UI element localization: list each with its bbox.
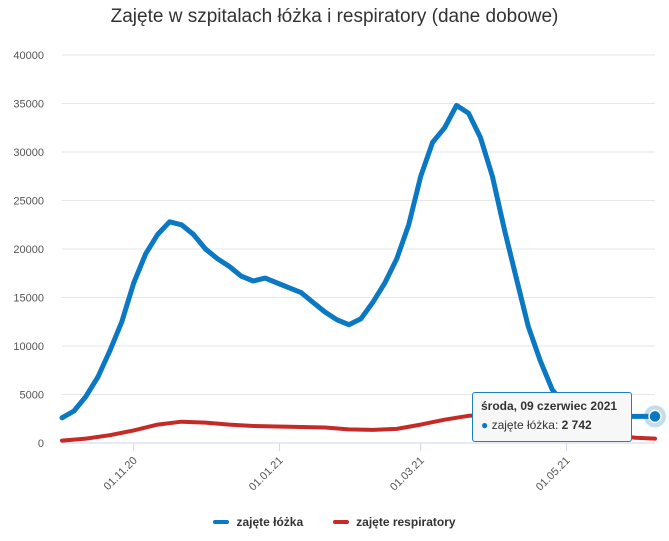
y-tick-label: 35000 [13, 99, 44, 111]
y-tick-label: 10000 [13, 341, 44, 353]
y-tick-label: 15000 [13, 293, 44, 305]
chart-title: Zajęte w szpitalach łóżka i respiratory … [110, 6, 559, 27]
series-lines [59, 102, 658, 443]
legend-label-respirators: zajęte respiratory [356, 515, 456, 529]
hover-marker [644, 405, 666, 428]
legend-swatch-respirators [333, 520, 350, 524]
tooltip-series-dot: ● [481, 418, 489, 432]
y-tick-label: 30000 [13, 147, 44, 159]
x-tick-label: 01.11.20 [102, 455, 140, 493]
x-tick-label: 01.01.21 [247, 455, 286, 494]
tooltip: środa, 09 czerwiec 2021 ● zajęte łóżka: … [472, 392, 632, 442]
x-axis-ticks: 01.11.20 01.01.21 01.03.21 01.05.21 [102, 443, 573, 493]
legend: zajęte łóżka zajęte respiratory [0, 515, 669, 529]
y-tick-label: 5000 [20, 390, 44, 402]
legend-item-respirators[interactable]: zajęte respiratory [333, 515, 456, 529]
y-tick-label: 25000 [13, 196, 44, 208]
grid-lines [62, 54, 655, 444]
tooltip-series-label: zajęte łóżka: [491, 418, 559, 432]
hover-point[interactable] [648, 409, 662, 424]
x-tick-label: 01.03.21 [388, 455, 427, 494]
legend-swatch-beds [213, 520, 230, 524]
y-tick-label: 40000 [13, 50, 44, 62]
legend-label-beds: zajęte łóżka [236, 515, 304, 529]
y-axis-ticks: 0 5000 10000 15000 20000 25000 30000 35000 40000 [13, 50, 44, 450]
tooltip-date: środa, 09 czerwiec 2021 [481, 399, 618, 413]
legend-item-beds[interactable]: zajęte łóżka [213, 515, 303, 529]
tooltip-value: 2 742 [561, 418, 592, 432]
y-tick-label: 20000 [13, 244, 44, 256]
x-tick-label: 01.05.21 [534, 455, 573, 494]
y-tick-label: 0 [38, 438, 44, 450]
